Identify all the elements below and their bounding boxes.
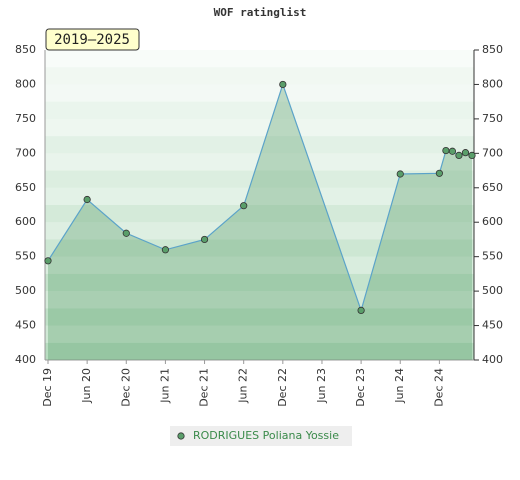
x-tick-label: Dec 19: [41, 368, 54, 407]
y-tick-label: 550: [15, 250, 36, 263]
y2-tick-label: 700: [482, 146, 503, 159]
background-band: [45, 67, 474, 85]
background-band: [45, 101, 474, 119]
x-tick-label: Dec 23: [354, 368, 367, 407]
background-band: [45, 136, 474, 154]
y-tick-label: 450: [15, 319, 36, 332]
y-tick-label: 850: [15, 43, 36, 56]
background-band: [45, 222, 474, 240]
y2-tick-label: 800: [482, 77, 503, 90]
background-band: [45, 308, 474, 326]
x-tick-label: Jun 21: [158, 368, 171, 404]
point: [455, 151, 463, 159]
background-band: [45, 50, 474, 68]
legend-marker: [177, 432, 185, 440]
background-band: [45, 273, 474, 292]
point: [161, 246, 170, 254]
legend-label: RODRIGUES Poliana Yossie: [193, 429, 339, 442]
x-tick-label: Dec 22: [276, 368, 289, 407]
area: [48, 84, 472, 361]
y2-tick-label: 600: [482, 215, 503, 228]
x-tick-label: Dec 21: [198, 368, 211, 407]
background-band: [45, 325, 474, 343]
point: [461, 149, 470, 157]
point: [279, 80, 287, 89]
background-band: [45, 170, 474, 188]
point: [435, 169, 443, 177]
x-tick-label: Jun 23: [315, 368, 328, 404]
background-band: [45, 118, 474, 137]
x-tick-label: Jun 20: [80, 368, 93, 404]
y2-tick-label: 750: [482, 112, 503, 125]
background-band: [45, 205, 474, 223]
y2-tick-label: 650: [482, 181, 503, 194]
background-band: [45, 256, 474, 274]
y2-tick-label: 400: [482, 353, 503, 366]
y2-tick-label: 450: [482, 319, 503, 332]
legend-box: [170, 426, 352, 446]
x-tick-label: Jun 22: [237, 368, 250, 404]
y2-tick-label: 850: [482, 43, 503, 56]
background-band: [45, 291, 474, 309]
annotation-box: [45, 28, 140, 51]
point: [396, 170, 404, 178]
y-tick-label: 700: [15, 146, 36, 159]
background-band: [45, 342, 474, 360]
point: [122, 229, 130, 237]
point: [240, 202, 248, 210]
point: [200, 235, 209, 244]
x-tick-label: Dec 24: [432, 368, 445, 407]
y2-tick-label: 500: [482, 284, 503, 297]
y-tick-label: 800: [15, 77, 36, 90]
y-tick-label: 650: [15, 181, 36, 194]
chart-title: WOF ratinglist: [214, 6, 307, 19]
point: [468, 151, 476, 159]
background-band: [45, 153, 474, 171]
background-band: [45, 187, 474, 205]
y-tick-label: 600: [15, 215, 36, 228]
x-tick-label: Dec 20: [119, 368, 132, 407]
x-tick-label: Jun 24: [393, 368, 406, 404]
point: [44, 257, 52, 265]
background-band: [45, 84, 474, 102]
y-tick-label: 500: [15, 284, 36, 297]
y-tick-label: 400: [15, 353, 36, 366]
point: [448, 147, 457, 155]
point: [442, 146, 450, 155]
annotation: 2019–2025: [54, 32, 130, 48]
y2-tick-label: 550: [482, 250, 503, 263]
point: [357, 306, 365, 314]
y-tick-label: 750: [15, 112, 36, 125]
point: [83, 195, 91, 204]
